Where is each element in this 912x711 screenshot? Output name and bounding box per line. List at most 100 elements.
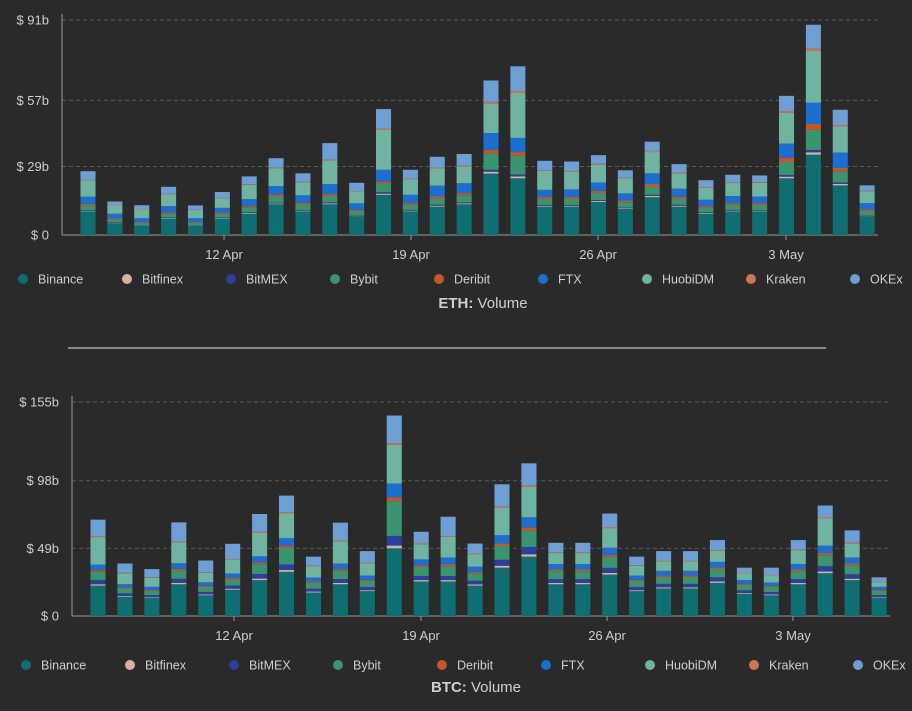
bar-segment bbox=[763, 594, 779, 596]
bar-segment bbox=[656, 561, 672, 571]
bar-segment bbox=[871, 589, 887, 591]
bar-segment bbox=[214, 217, 230, 219]
bar-segment bbox=[413, 580, 429, 582]
legend-label: BitMEX bbox=[249, 659, 291, 673]
bar-segment bbox=[332, 570, 348, 579]
bar-segment bbox=[332, 578, 348, 583]
bar-segment bbox=[386, 501, 402, 536]
bar-segment bbox=[682, 576, 699, 584]
y-tick-label: $ 57b bbox=[16, 93, 49, 108]
bar-segment bbox=[871, 590, 887, 596]
bar-segment bbox=[709, 550, 726, 551]
bar-segment bbox=[376, 109, 392, 129]
bar-segment bbox=[144, 589, 160, 591]
bar-segment bbox=[467, 584, 483, 586]
bar-segment bbox=[817, 517, 833, 519]
legend-swatch bbox=[226, 274, 236, 284]
bar-segment bbox=[483, 149, 499, 154]
bar-segment bbox=[456, 202, 472, 204]
bar-segment bbox=[278, 495, 295, 513]
legend-swatch bbox=[541, 660, 551, 670]
bar-segment bbox=[252, 574, 268, 579]
bar-segment bbox=[268, 204, 284, 235]
bar-segment bbox=[413, 531, 429, 544]
bar-segment bbox=[483, 133, 499, 150]
bar-segment bbox=[107, 222, 123, 224]
bar-segment bbox=[725, 182, 741, 184]
bar-segment bbox=[682, 588, 699, 616]
bar-segment bbox=[134, 225, 150, 226]
bar-segment bbox=[90, 519, 106, 537]
bar-segment bbox=[656, 570, 672, 576]
bar-segment bbox=[80, 179, 96, 181]
bar-segment bbox=[548, 552, 564, 554]
bar-segment bbox=[349, 203, 365, 210]
bar-segment bbox=[332, 582, 348, 585]
bar-segment bbox=[779, 111, 795, 113]
bar-segment bbox=[241, 176, 257, 185]
bar-segment bbox=[575, 571, 591, 580]
bar-segment bbox=[590, 155, 606, 164]
bar-segment bbox=[510, 174, 526, 177]
bar-segment bbox=[763, 595, 779, 616]
bar-segment bbox=[832, 182, 848, 184]
legend-swatch bbox=[538, 274, 548, 284]
bar-segment bbox=[402, 194, 418, 204]
bar-segment bbox=[386, 483, 402, 498]
legend-item: Deribit bbox=[437, 659, 494, 673]
bar-segment bbox=[107, 213, 123, 219]
legend-item: Bitfinex bbox=[122, 273, 184, 287]
bar-segment bbox=[295, 210, 311, 212]
bar-segment bbox=[332, 540, 348, 542]
bar-segment bbox=[429, 206, 445, 235]
chart-title: BTC: Volume bbox=[431, 679, 521, 696]
bar-segment bbox=[590, 163, 606, 165]
legend-label: HuobiDM bbox=[662, 273, 714, 287]
bar-segment bbox=[305, 556, 322, 566]
bar-segment bbox=[871, 598, 887, 616]
bar-segment bbox=[187, 205, 203, 210]
bar-segment bbox=[483, 153, 499, 170]
bar-segment bbox=[736, 593, 752, 616]
bar-segment bbox=[268, 168, 284, 187]
legend-swatch bbox=[645, 660, 655, 670]
bar-segment bbox=[117, 596, 133, 616]
bar-segment bbox=[80, 209, 96, 211]
bar-segment bbox=[763, 586, 779, 592]
bar-segment bbox=[805, 48, 821, 51]
bar-segment bbox=[90, 580, 106, 585]
bar-segment bbox=[295, 181, 311, 183]
bar-segment bbox=[359, 551, 375, 563]
bar-segment bbox=[295, 195, 311, 203]
bar-segment bbox=[322, 204, 338, 235]
bar-segment bbox=[456, 183, 472, 194]
bar-segment bbox=[682, 560, 699, 562]
bar-segment bbox=[429, 185, 445, 197]
bar-segment bbox=[305, 582, 322, 589]
bar-segment bbox=[376, 194, 392, 235]
bar-segment bbox=[752, 182, 768, 183]
bar-segment bbox=[671, 173, 687, 189]
bar-segment bbox=[494, 506, 510, 508]
bar-segment bbox=[779, 143, 795, 158]
bar-segment bbox=[575, 542, 591, 553]
bar-segment bbox=[790, 579, 806, 584]
bar-segment bbox=[386, 545, 402, 549]
bar-segment bbox=[349, 210, 365, 216]
bar-segment bbox=[322, 143, 338, 160]
bar-segment bbox=[575, 579, 591, 584]
bar-segment bbox=[644, 197, 660, 235]
bar-segment bbox=[171, 563, 187, 569]
bar-segment bbox=[268, 158, 284, 168]
legend-label: Bitfinex bbox=[145, 659, 187, 673]
bar-segment bbox=[161, 217, 177, 219]
bar-segment bbox=[844, 543, 860, 558]
bar-segment bbox=[161, 186, 177, 194]
bar-segment bbox=[440, 536, 456, 537]
bar-segment bbox=[779, 112, 795, 144]
bar-segment bbox=[214, 192, 230, 198]
bar-segment bbox=[386, 535, 402, 546]
bar-segment bbox=[629, 575, 645, 580]
bar-segment bbox=[817, 545, 833, 554]
legend-label: Binance bbox=[41, 659, 86, 673]
